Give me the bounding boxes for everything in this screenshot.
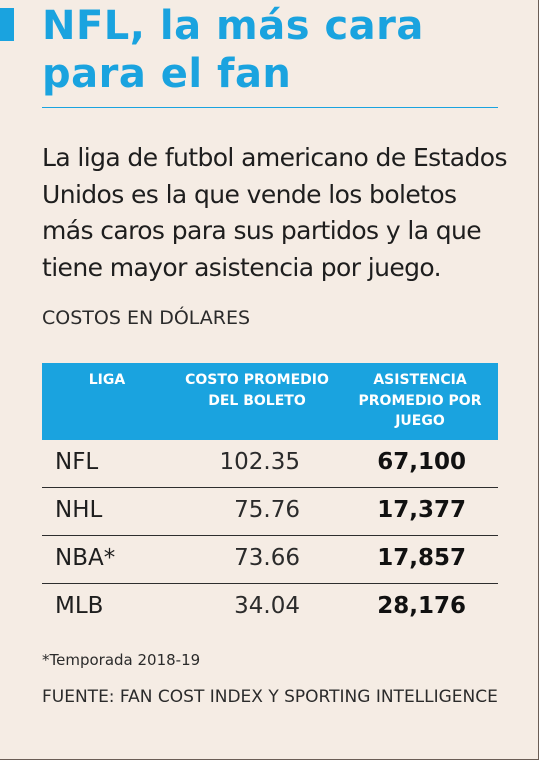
- cell-attendance: 67,100: [377, 449, 466, 475]
- column-header-league: LIGA: [88, 372, 126, 388]
- cell-cost: 75.76: [234, 497, 300, 523]
- cell-league: NFL: [55, 449, 99, 475]
- cell-attendance: 17,857: [377, 545, 466, 571]
- page-title: NFL, la más cara para el fan: [42, 3, 424, 97]
- cell-attendance: 17,377: [377, 497, 466, 523]
- table-body: NFL 102.35 67,100 NHL 75.76 17,377 NBA* …: [42, 440, 498, 632]
- cell-cost: 73.66: [234, 545, 300, 571]
- data-table: LIGA COSTO PROMEDIO DEL BOLETO ASISTENCI…: [42, 363, 498, 632]
- cell-league: MLB: [55, 593, 104, 619]
- table-header: LIGA COSTO PROMEDIO DEL BOLETO ASISTENCI…: [42, 363, 498, 440]
- column-header-cost: COSTO PROMEDIO DEL BOLETO: [185, 372, 329, 409]
- lead-paragraph: La liga de futbol americano de Estados U…: [42, 143, 507, 282]
- title-accent-bar: [0, 8, 14, 41]
- column-header-attendance: ASISTENCIA PROMEDIO POR JUEGO: [358, 372, 482, 429]
- footnote: *Temporada 2018-19: [42, 651, 201, 669]
- table-row: NFL 102.35 67,100: [42, 440, 498, 488]
- cell-cost: 34.04: [234, 593, 300, 619]
- cell-attendance: 28,176: [377, 593, 466, 619]
- table-row: NBA* 73.66 17,857: [42, 536, 498, 584]
- table-row: NHL 75.76 17,377: [42, 488, 498, 536]
- cell-cost: 102.35: [219, 449, 300, 475]
- table-row: MLB 34.04 28,176: [42, 584, 498, 632]
- source-credit: FUENTE: FAN COST INDEX Y SPORTING INTELL…: [42, 687, 498, 707]
- title-divider: [42, 107, 498, 108]
- table-subtitle: COSTOS EN DÓLARES: [42, 307, 251, 329]
- cell-league: NBA*: [55, 545, 116, 571]
- cell-league: NHL: [55, 497, 103, 523]
